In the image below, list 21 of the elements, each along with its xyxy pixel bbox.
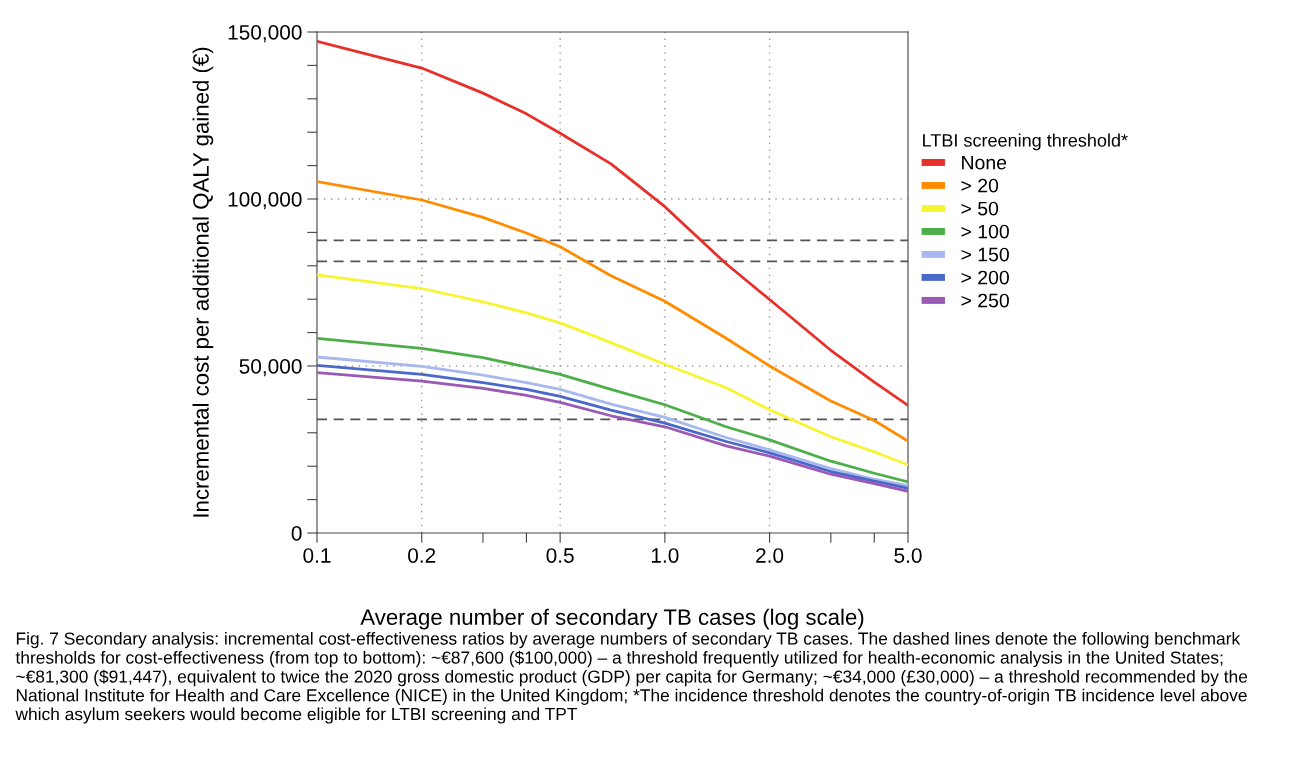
x-tick-label: 2.0	[756, 548, 784, 563]
x-axis-title: Average number of secondary TB cases (log scale)	[360, 608, 864, 630]
y-tick-label: 50,000	[239, 359, 302, 377]
caption: Fig. 7 Secondary analysis: incremental cost-effectiveness ratios by average numbers of secondary TB cases. The dashed lines denote the following benchmark thresholds for cost-effectiveness (from top to bottom): ~€87,600 ($100,000) – a threshold frequently utilized for health-economic analysis in the United States; ~€81,300 ($91,447), equivalent to twice the 2020 gross domestic product (GDP) per capita for Germany; ~€34,000 (£30,000) – a threshold recommended by the National Institute for Health and Care Excellence (NICE) in the United Kingdom; *The incidence threshold denotes the country-of-origin TB incidence level above which asylum seekers would become eligible for LTBI screening and TPT	[15, 631, 1248, 724]
x-tick-label: 0.1	[303, 548, 331, 563]
y-tick-label: 150,000	[228, 25, 302, 43]
legend-label: > 150	[961, 247, 1009, 262]
legend-label: > 50	[961, 201, 999, 216]
x-tick-label: 0.2	[408, 548, 436, 563]
x-tick-label: 1.0	[651, 548, 679, 563]
y-tick-label: 100,000	[228, 192, 302, 210]
legend-label: > 250	[961, 293, 1009, 308]
legend-label: > 100	[961, 224, 1009, 239]
legend-label: > 200	[961, 270, 1009, 285]
x-tick-label: 0.5	[546, 548, 574, 563]
y-tick-label: 0	[291, 526, 302, 541]
legend-label: > 20	[961, 178, 999, 193]
y-axis-title: Incremental cost per additional QALY gained (€)	[192, 47, 214, 517]
legend-title: LTBI screening threshold*	[923, 133, 1128, 151]
x-tick-label: 5.0	[894, 548, 922, 563]
legend-label: None	[962, 155, 1007, 170]
